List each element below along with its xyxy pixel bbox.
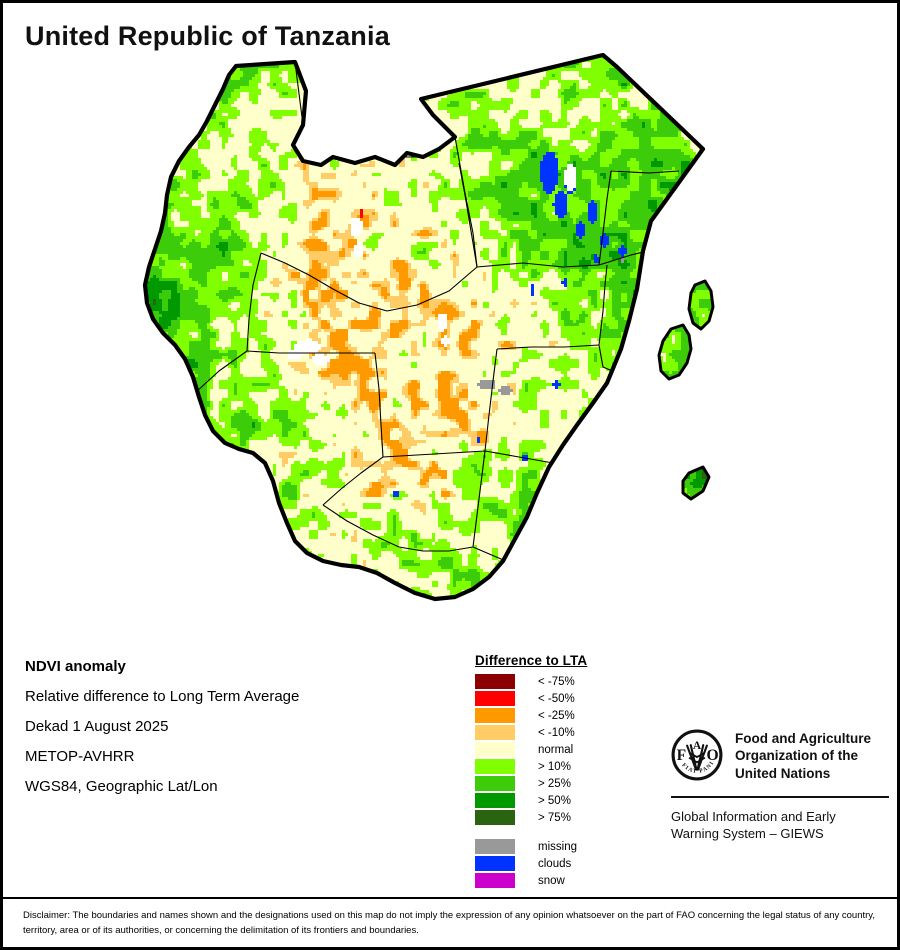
legend-swatch-icon bbox=[475, 725, 515, 740]
legend-swatch-icon bbox=[475, 674, 515, 689]
legend-label: clouds bbox=[538, 858, 571, 870]
island-border-unguja bbox=[657, 323, 693, 381]
legend-swatch-icon bbox=[475, 742, 515, 757]
admin-boundary-15 bbox=[322, 456, 384, 506]
meta-line-product: NDVI anomaly bbox=[25, 658, 455, 675]
map-canvas[interactable] bbox=[3, 53, 900, 643]
admin-boundary-2 bbox=[454, 136, 478, 268]
giews-name: Global Information and Early Warning Sys… bbox=[671, 808, 889, 842]
legend-label: < -25% bbox=[538, 710, 575, 722]
admin-boundary-7 bbox=[260, 252, 388, 312]
admin-boundary-28 bbox=[556, 480, 564, 576]
legend-label: < -10% bbox=[538, 727, 575, 739]
meta-line-projection: WGS84, Geographic Lat/Lon bbox=[25, 778, 455, 795]
admin-boundary-20 bbox=[586, 466, 602, 574]
legend-label: > 50% bbox=[538, 795, 571, 807]
fao-logo-icon: F O A FIAT PANIS bbox=[671, 729, 723, 781]
map-metadata: NDVI anomaly Relative difference to Long… bbox=[25, 658, 455, 808]
legend-label: > 75% bbox=[538, 812, 571, 824]
legend-item-special-1: clouds bbox=[475, 855, 665, 872]
legend-label: normal bbox=[538, 744, 573, 756]
legend-item-class-7: > 50% bbox=[475, 792, 665, 809]
admin-boundary-11 bbox=[382, 450, 486, 458]
admin-boundary-8 bbox=[246, 252, 262, 352]
legend-swatch-icon bbox=[475, 776, 515, 791]
legend-item-special-0: missing bbox=[475, 838, 665, 855]
meta-line-period: Dekad 1 August 2025 bbox=[25, 718, 455, 735]
island-border-mafia bbox=[681, 465, 711, 501]
fao-organization-name: Food and Agriculture Organization of the… bbox=[735, 729, 871, 782]
admin-boundary-5 bbox=[610, 170, 680, 174]
island-border-pemba bbox=[687, 279, 715, 331]
legend-label: < -75% bbox=[538, 676, 575, 688]
admin-boundary-3 bbox=[476, 262, 600, 268]
legend-special-list: missing clouds snow bbox=[475, 838, 665, 889]
disclaimer-text: Disclaimer: The boundaries and names sho… bbox=[23, 909, 883, 938]
legend-swatch-icon bbox=[475, 759, 515, 774]
legend-label: > 10% bbox=[538, 761, 571, 773]
page-title: United Republic of Tanzania bbox=[25, 21, 390, 52]
admin-boundary-14 bbox=[598, 264, 608, 346]
legend-class-list: < -75% < -50% < -25% < -10% normal > 10% > 25%… bbox=[475, 673, 665, 826]
legend-item-special-2: snow bbox=[475, 872, 665, 889]
legend-item-class-6: > 25% bbox=[475, 775, 665, 792]
legend-swatch-icon bbox=[475, 873, 515, 888]
legend-swatch-icon bbox=[475, 793, 515, 808]
fao-header: F O A FIAT PANIS Food and Agriculture Or… bbox=[671, 729, 889, 782]
legend: Difference to LTA < -75% < -50% < -25% < -1… bbox=[475, 653, 665, 889]
legend-item-class-2: < -25% bbox=[475, 707, 665, 724]
legend-item-class-8: > 75% bbox=[475, 809, 665, 826]
meta-line-sensor: METOP-AVHRR bbox=[25, 748, 455, 765]
admin-boundary-10 bbox=[374, 352, 384, 458]
admin-boundary-4 bbox=[598, 170, 612, 266]
admin-boundary-13 bbox=[496, 344, 600, 350]
national-border-mainland bbox=[142, 53, 706, 602]
legend-swatch-icon bbox=[475, 691, 515, 706]
fao-org-line-2: Organization of the bbox=[735, 747, 871, 764]
fao-org-line-1: Food and Agriculture bbox=[735, 730, 871, 747]
admin-boundary-12 bbox=[484, 348, 498, 452]
legend-item-class-4: normal bbox=[475, 741, 665, 758]
admin-boundary-16 bbox=[322, 504, 400, 548]
ndvi-anomaly-map[interactable] bbox=[3, 53, 900, 643]
giews-line-2: Warning System – GIEWS bbox=[671, 825, 889, 842]
legend-spacer bbox=[475, 826, 665, 838]
legend-title: Difference to LTA bbox=[475, 653, 665, 668]
legend-label: < -50% bbox=[538, 693, 575, 705]
legend-swatch-icon bbox=[475, 839, 515, 854]
legend-item-class-0: < -75% bbox=[475, 673, 665, 690]
admin-boundary-17 bbox=[398, 546, 474, 552]
legend-swatch-icon bbox=[475, 810, 515, 825]
legend-item-class-5: > 10% bbox=[475, 758, 665, 775]
legend-swatch-icon bbox=[475, 708, 515, 723]
legend-label: snow bbox=[538, 875, 565, 887]
legend-label: > 25% bbox=[538, 778, 571, 790]
legend-label: missing bbox=[538, 841, 577, 853]
admin-boundary-18 bbox=[472, 450, 486, 548]
legend-item-class-3: < -10% bbox=[475, 724, 665, 741]
legend-swatch-icon bbox=[475, 856, 515, 871]
meta-line-description: Relative difference to Long Term Average bbox=[25, 688, 455, 705]
admin-boundary-9 bbox=[246, 350, 375, 354]
admin-boundary-21 bbox=[586, 392, 660, 468]
disclaimer-divider bbox=[3, 897, 897, 899]
fao-divider bbox=[671, 795, 889, 798]
legend-item-class-1: < -50% bbox=[475, 690, 665, 707]
admin-boundary-25 bbox=[458, 162, 478, 268]
fao-branding: F O A FIAT PANIS Food and Agriculture Or… bbox=[671, 729, 889, 842]
giews-line-1: Global Information and Early bbox=[671, 808, 889, 825]
admin-boundary-6 bbox=[386, 266, 478, 312]
fao-org-line-3: United Nations bbox=[735, 765, 871, 782]
